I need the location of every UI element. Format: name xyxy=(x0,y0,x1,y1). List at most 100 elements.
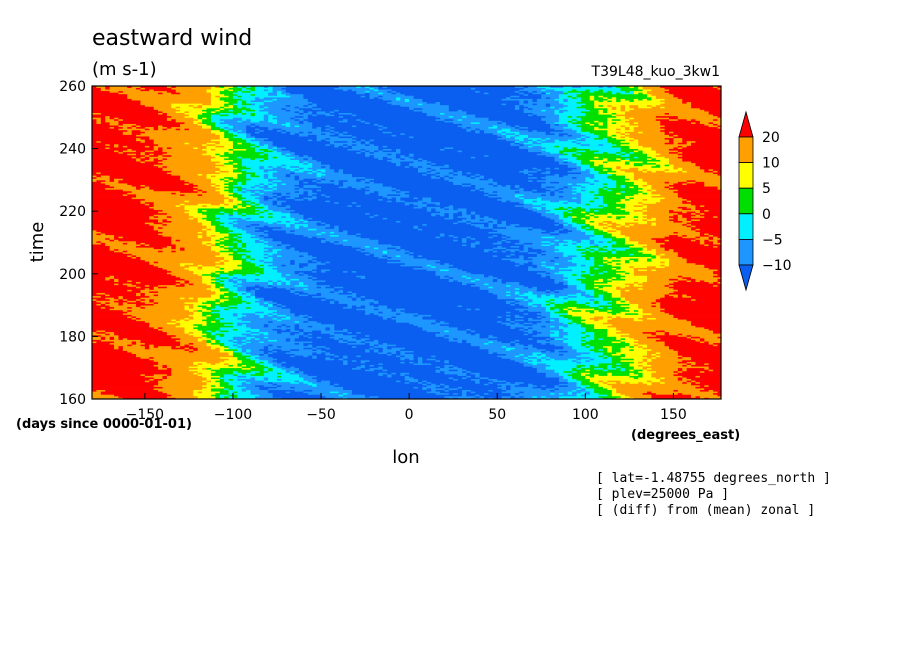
field-cell xyxy=(479,373,547,376)
field-cell xyxy=(448,276,454,279)
field-cell xyxy=(523,248,529,251)
field-cell xyxy=(417,358,423,361)
field-cell xyxy=(664,333,670,336)
field-cell xyxy=(92,215,150,218)
field-cell xyxy=(369,303,511,306)
field-cell xyxy=(272,245,287,248)
field-cell xyxy=(691,337,701,340)
field-cell xyxy=(197,193,203,196)
field-cell xyxy=(365,245,370,248)
field-cell xyxy=(92,333,106,336)
field-cell xyxy=(114,276,181,279)
field-cell xyxy=(387,200,392,203)
field-cell xyxy=(580,342,630,345)
field-cell xyxy=(246,190,251,193)
field-cell xyxy=(664,197,683,200)
field-cell xyxy=(92,262,150,265)
field-cell xyxy=(580,186,586,189)
field-cell xyxy=(607,186,617,189)
field-cell xyxy=(400,220,458,223)
field-cell xyxy=(558,214,564,217)
field-cell xyxy=(580,381,595,384)
wind-field xyxy=(92,86,722,400)
field-cell xyxy=(651,195,679,198)
field-cell xyxy=(188,319,203,322)
field-cell xyxy=(290,337,296,340)
field-cell xyxy=(624,222,639,225)
field-cell xyxy=(572,211,582,214)
field-cell xyxy=(620,233,701,236)
field-cell xyxy=(144,342,181,345)
field-cell xyxy=(206,378,221,381)
field-cell xyxy=(224,198,229,201)
field-cell xyxy=(417,226,481,229)
field-cell xyxy=(585,309,595,312)
field-cell xyxy=(228,273,234,276)
field-cell xyxy=(492,352,498,355)
field-cell xyxy=(545,363,599,365)
field-cell xyxy=(686,364,692,367)
field-cell xyxy=(607,331,617,334)
field-cell xyxy=(682,214,696,217)
field-cell xyxy=(589,269,617,272)
field-cell xyxy=(607,306,613,309)
field-cell xyxy=(307,355,313,358)
field-cell xyxy=(647,352,657,355)
field-cell xyxy=(479,378,489,381)
field-cell xyxy=(92,384,155,387)
field-cell xyxy=(558,378,569,381)
field-cell xyxy=(246,386,260,389)
field-cell xyxy=(250,301,260,304)
field-cell xyxy=(699,384,705,387)
field-cell xyxy=(541,203,547,206)
field-cell xyxy=(642,211,670,214)
field-cell xyxy=(576,255,582,257)
field-cell xyxy=(356,275,366,278)
field-cell xyxy=(254,226,282,229)
field-cell xyxy=(158,361,194,364)
field-cell xyxy=(290,333,296,336)
field-cell xyxy=(448,392,454,395)
field-cell xyxy=(254,359,269,362)
field-cell xyxy=(307,284,331,287)
field-cell xyxy=(360,187,366,190)
field-cell xyxy=(259,273,282,276)
field-cell xyxy=(193,262,225,265)
field-cell xyxy=(378,395,445,398)
field-cell xyxy=(158,226,163,229)
field-cell xyxy=(611,359,621,362)
field-cell xyxy=(572,369,586,372)
field-cell xyxy=(193,363,199,365)
field-cell xyxy=(263,384,278,387)
field-cell xyxy=(664,331,670,334)
field-cell xyxy=(572,223,586,226)
field-cell xyxy=(118,334,177,337)
field-cell xyxy=(545,337,551,340)
field-cell xyxy=(541,359,573,362)
field-cell xyxy=(624,289,630,292)
field-cell xyxy=(598,395,621,398)
field-cell xyxy=(682,275,714,278)
field-cell xyxy=(281,319,309,322)
field-cell xyxy=(470,237,476,240)
field-cell xyxy=(153,204,177,207)
field-cell xyxy=(210,242,216,245)
field-cell xyxy=(435,334,445,337)
field-cell xyxy=(254,264,260,267)
field-cell xyxy=(360,248,366,251)
field-cell xyxy=(638,250,657,253)
field-cell xyxy=(673,284,714,287)
field-cell xyxy=(369,312,375,315)
field-cell xyxy=(602,352,617,355)
field-cell xyxy=(594,389,613,392)
field-cell xyxy=(202,312,221,315)
field-cell xyxy=(682,377,688,380)
field-cell xyxy=(92,220,159,223)
field-cell xyxy=(210,339,216,342)
field-cell xyxy=(607,229,617,232)
field-cell xyxy=(92,251,124,254)
field-cell xyxy=(655,298,692,301)
field-cell xyxy=(589,344,630,347)
field-cell xyxy=(259,341,265,344)
field-cell xyxy=(638,317,648,320)
